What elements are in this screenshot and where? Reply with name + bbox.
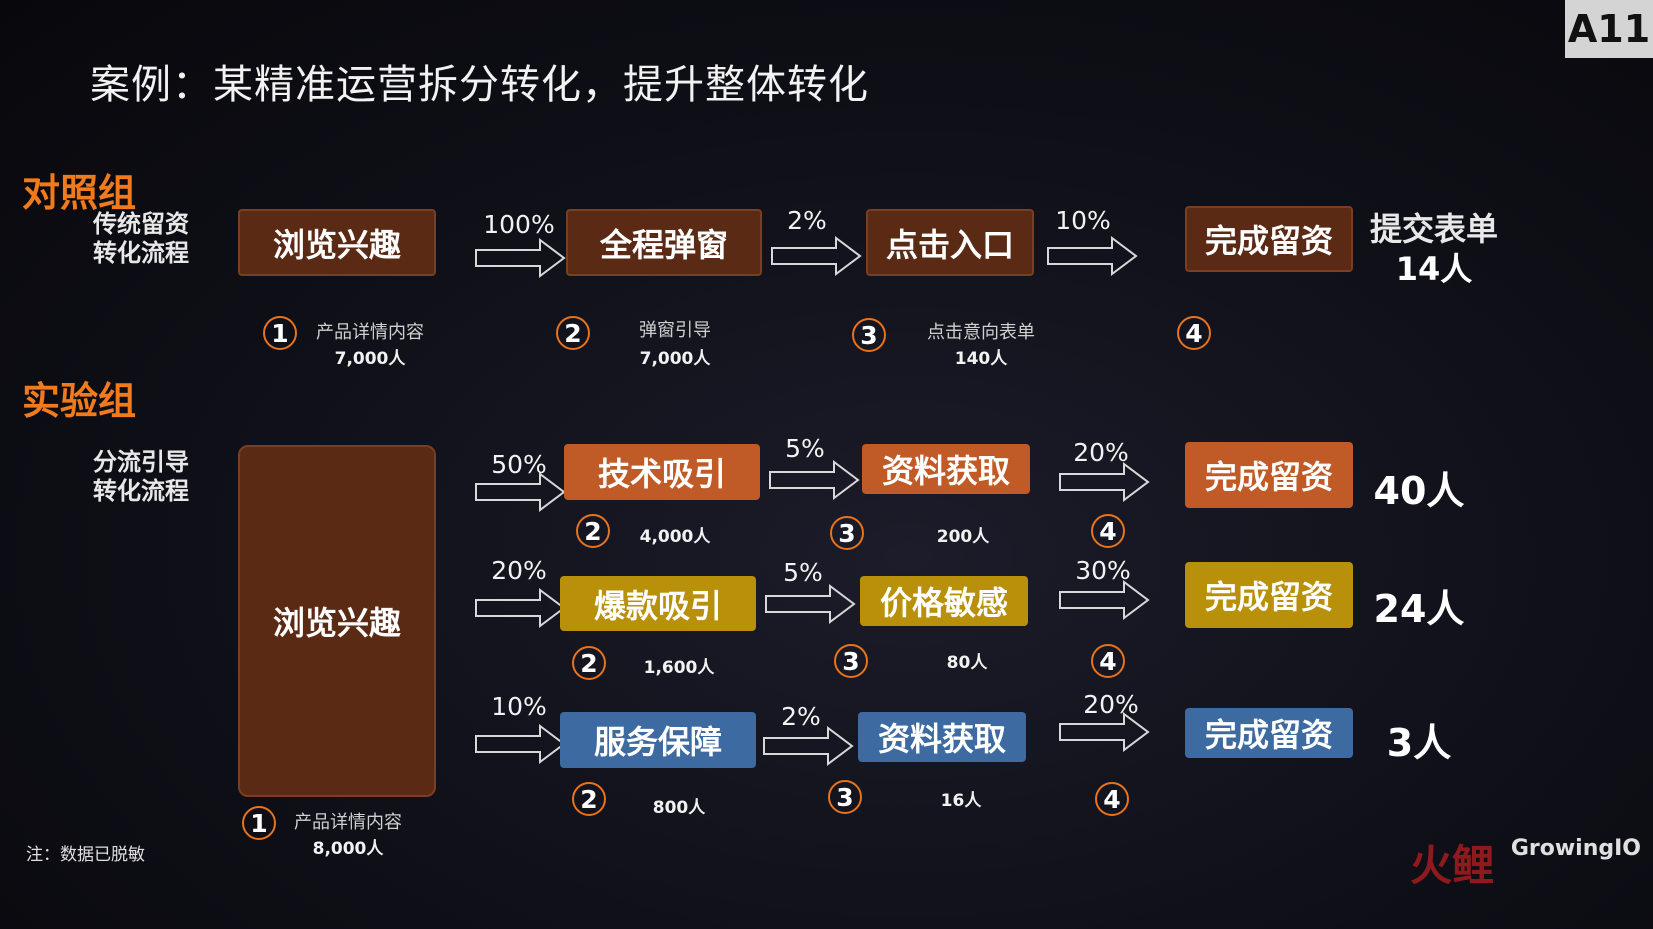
experiment-box-browse: 浏览兴趣 <box>238 445 436 797</box>
control-note-name: 点击意向表单 <box>927 322 1035 343</box>
watermark-logo: 火鲤 <box>1410 841 1495 890</box>
control-box-browse: 浏览兴趣 <box>238 209 436 276</box>
arrow-icon <box>1058 580 1150 620</box>
exp-row1-final: 完成留资 <box>1185 442 1353 508</box>
experiment-source-note-count: 8,000人 <box>312 839 384 859</box>
exp-row2-final: 完成留资 <box>1185 562 1353 628</box>
arrow-icon <box>762 726 854 766</box>
exp-row1-box2: 资料获取 <box>862 444 1030 494</box>
step-marker: 2 <box>576 514 610 548</box>
step-marker: 4 <box>1091 514 1125 548</box>
slide-tag: A11 <box>1565 0 1653 58</box>
step-marker: 4 <box>1177 316 1211 350</box>
control-note-count: 140人 <box>954 349 1008 369</box>
step-marker: 2 <box>556 316 590 350</box>
arrow-icon <box>474 724 566 764</box>
experiment-source-note-name: 产品详情内容 <box>294 812 402 833</box>
exp-row3-box2: 资料获取 <box>858 712 1026 762</box>
exp-row3-count1: 800人 <box>652 798 706 818</box>
exp-row3-result: 3人 <box>1386 721 1452 765</box>
step-marker: 3 <box>830 516 864 550</box>
exp-row1-count2: 200人 <box>936 527 990 547</box>
exp-row3-count2: 16人 <box>940 791 982 811</box>
step-marker: 3 <box>834 644 868 678</box>
step-marker: 2 <box>572 646 606 680</box>
control-box-click-entry: 点击入口 <box>866 209 1034 276</box>
exp-row2-box1: 爆款吸引 <box>560 576 756 631</box>
experiment-group-sublabel: 分流引导转化流程 <box>93 448 189 505</box>
control-rate-3: 10% <box>1055 206 1111 235</box>
exp-row3-box1: 服务保障 <box>560 712 756 768</box>
control-rate-1: 100% <box>483 210 555 239</box>
step-marker: 1 <box>263 316 297 350</box>
exp-row3-rate2: 2% <box>781 702 821 731</box>
exp-row2-rate3: 30% <box>1075 556 1131 585</box>
control-box-complete: 完成留资 <box>1185 206 1353 272</box>
brand-logo: GrowingIO <box>1510 836 1641 861</box>
control-result-label: 提交表单 <box>1369 210 1498 248</box>
step-marker: 4 <box>1095 782 1129 816</box>
exp-row1-rate3: 20% <box>1073 438 1129 467</box>
exp-row2-rate1: 20% <box>491 556 547 585</box>
exp-row3-rate3: 20% <box>1083 690 1139 719</box>
page-title: 案例：某精准运营拆分转化，提升整体转化 <box>90 62 869 108</box>
control-rate-2: 2% <box>787 206 827 235</box>
arrow-icon <box>474 238 566 278</box>
arrow-icon <box>770 236 862 276</box>
arrow-icon <box>474 472 566 512</box>
control-box-popup: 全程弹窗 <box>566 209 762 276</box>
arrow-icon <box>768 460 860 500</box>
control-note-count: 7,000人 <box>334 349 406 369</box>
exp-row3-rate1: 10% <box>491 692 547 721</box>
control-group-label: 对照组 <box>22 171 137 215</box>
control-note-name: 产品详情内容 <box>316 322 424 343</box>
control-note-count: 7,000人 <box>639 349 711 369</box>
experiment-group-label: 实验组 <box>22 379 137 423</box>
step-marker: 1 <box>242 806 276 840</box>
exp-row3-final: 完成留资 <box>1185 708 1353 758</box>
exp-row1-count1: 4,000人 <box>639 527 711 547</box>
exp-row2-count1: 1,600人 <box>643 658 715 678</box>
arrow-icon <box>474 588 566 628</box>
control-group-sublabel: 传统留资转化流程 <box>93 210 189 267</box>
arrow-icon <box>764 584 856 624</box>
control-result-value: 14人 <box>1395 250 1473 288</box>
exp-row1-result: 40人 <box>1373 469 1465 513</box>
exp-row2-rate2: 5% <box>783 558 823 587</box>
footnote: 注：数据已脱敏 <box>26 845 145 865</box>
step-marker: 4 <box>1091 644 1125 678</box>
exp-row1-box1: 技术吸引 <box>564 444 760 500</box>
exp-row2-count2: 80人 <box>946 653 988 673</box>
arrow-icon <box>1058 712 1150 752</box>
exp-row1-rate1: 50% <box>491 450 547 479</box>
step-marker: 3 <box>852 318 886 352</box>
control-note-name: 弹窗引导 <box>639 320 711 341</box>
arrow-icon <box>1046 236 1138 276</box>
exp-row2-result: 24人 <box>1373 587 1465 631</box>
exp-row2-box2: 价格敏感 <box>860 576 1028 626</box>
arrow-icon <box>1058 462 1150 502</box>
step-marker: 2 <box>572 782 606 816</box>
exp-row1-rate2: 5% <box>785 434 825 463</box>
step-marker: 3 <box>828 780 862 814</box>
